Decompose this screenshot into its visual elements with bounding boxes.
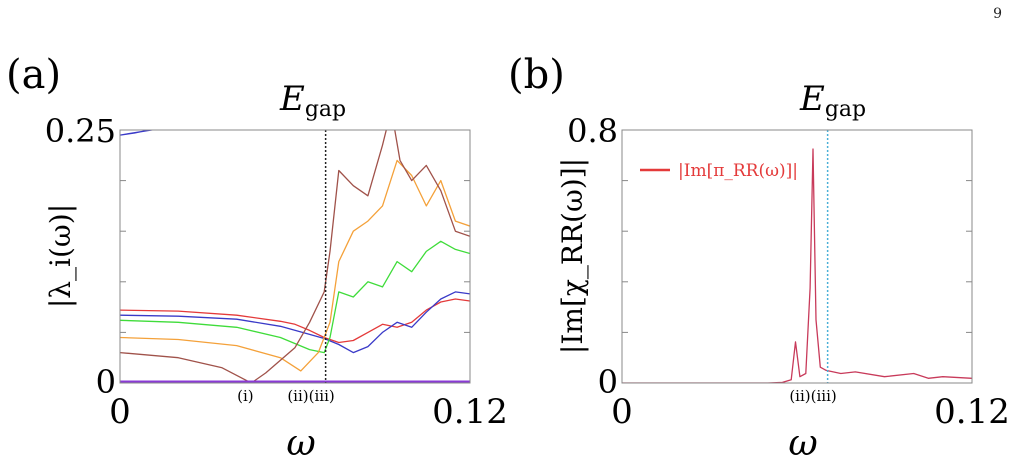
series-line-blue-2 (120, 291, 470, 354)
x-axis-label: ω (788, 423, 817, 464)
x-tick-label: 0 (109, 392, 131, 432)
plot-frame (119, 129, 471, 384)
y-tick-label: 0 (96, 363, 116, 401)
plot-area (120, 130, 470, 383)
egap-annotation: Egap (279, 79, 346, 122)
x-tick-label: 0.12 (432, 392, 508, 432)
point-label: (ii)(iii) (789, 387, 836, 405)
plot-area (622, 148, 972, 383)
plot-frame (621, 129, 973, 384)
x-tick-label: 0.12 (934, 392, 1010, 432)
egap-annotation: Egap (799, 79, 866, 122)
page-number: 9 (993, 6, 1002, 22)
y-axis-label: |λ_i(ω)| (44, 204, 77, 308)
series-line-green-3 (120, 240, 470, 354)
chart-panel-b: (b) Egap 0 0.8 0 0.12 (ii)(iii) ω |Im[χ_RR(ω)]| |… (508, 52, 1010, 464)
y-tick-label: 0 (598, 363, 618, 401)
series-line-pink-0 (622, 148, 972, 383)
chart-panel-a: (a) Egap 0 0.25 0 0.12 (i) (ii)(iii) ω |λ_i(ω)| (6, 52, 508, 464)
x-tick-label: 0 (611, 392, 633, 432)
point-label: (i) (237, 387, 254, 405)
point-label: (ii)(iii) (287, 387, 334, 405)
x-axis-label: ω (286, 423, 315, 464)
y-tick-label: 0.8 (567, 112, 618, 150)
series-line-orange-4 (120, 159, 470, 372)
series-line-brown-5 (120, 130, 470, 383)
series-line-blue-0 (120, 130, 156, 136)
y-axis-label: |Im[χ_RR(ω)]| (556, 158, 589, 354)
panel-label: (a) (6, 52, 61, 98)
legend-label: |Im[π_RR(ω)]| (678, 161, 798, 181)
y-tick-label: 0.25 (45, 112, 116, 150)
panel-label: (b) (508, 52, 565, 98)
